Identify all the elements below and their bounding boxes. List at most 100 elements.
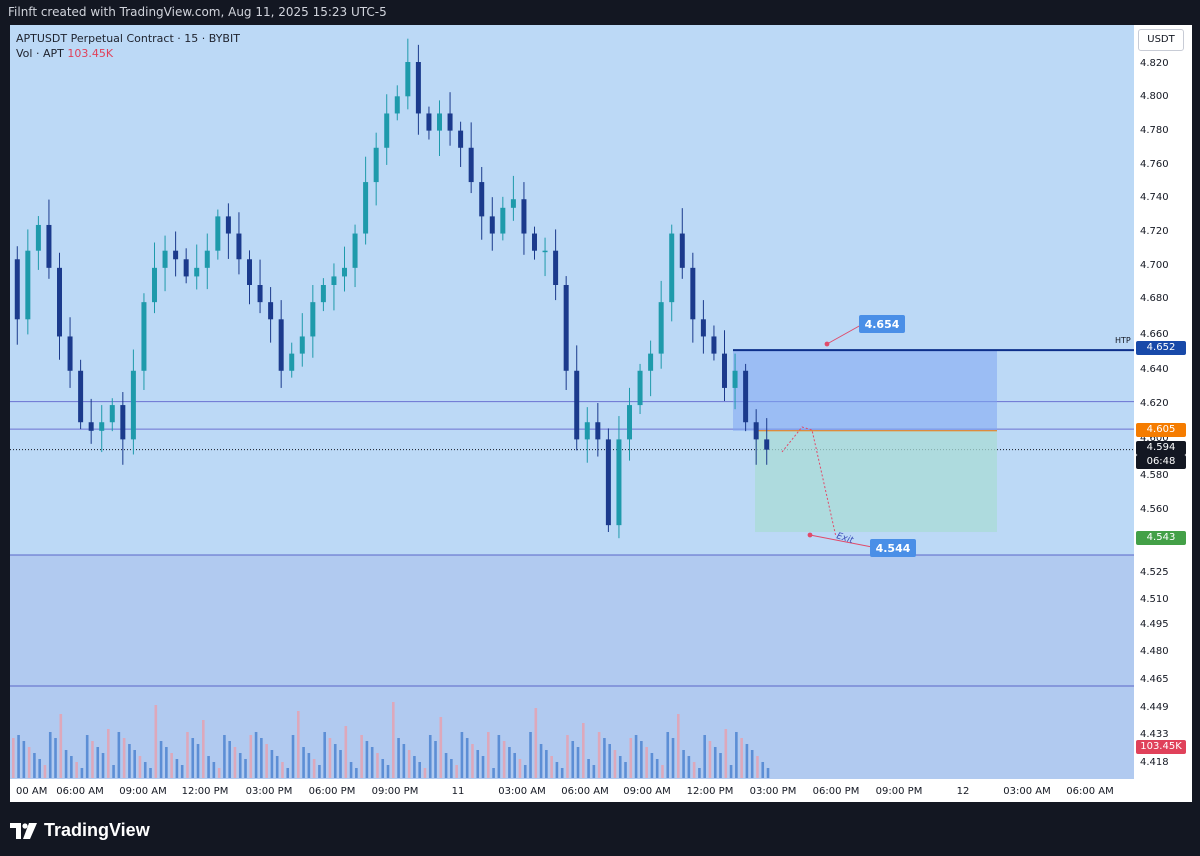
time-tick: 03:00 AM: [498, 786, 545, 797]
candle: [384, 94, 390, 165]
candle-body: [669, 233, 675, 303]
axis-corner: [1134, 779, 1192, 802]
candle: [658, 280, 664, 369]
candle-body: [278, 319, 284, 371]
time-tick: 09:00 PM: [876, 786, 923, 797]
stop-price-label: 4.543: [1136, 531, 1186, 545]
chart-plot-area[interactable]: 4.654 4.544 Exit HTP APTUSDT Perpetual Cont…: [10, 25, 1134, 779]
price-tick: 4.433: [1140, 729, 1169, 740]
volume-bar: [624, 762, 627, 778]
volume-bar: [159, 741, 163, 778]
volume-bar: [655, 759, 659, 778]
chart-svg[interactable]: 4.654 4.544 Exit HTP: [10, 25, 1134, 779]
volume-bar: [96, 747, 100, 778]
volume-bar: [12, 738, 15, 778]
volume-bar: [423, 768, 427, 778]
price-tick: 4.780: [1140, 125, 1169, 136]
volume-bar: [740, 738, 743, 778]
candle: [753, 409, 759, 465]
volume-bar: [228, 741, 231, 778]
candle-body: [299, 336, 305, 354]
volume-bar: [370, 747, 374, 778]
time-tick: 06:00 PM: [309, 786, 356, 797]
volume-bar: [597, 732, 601, 778]
volume-bar: [719, 753, 722, 778]
volume-bar: [555, 762, 559, 778]
price-tick: 4.820: [1140, 58, 1169, 69]
candle: [236, 212, 242, 275]
volume-bar: [529, 732, 532, 778]
volume-bar: [687, 756, 691, 778]
volume-bar: [692, 762, 696, 778]
time-tick: 12:00 PM: [182, 786, 229, 797]
volume-bar: [22, 741, 26, 778]
price-axis-svg: 4.820 4.800 4.780 4.760 4.740 4.720 4.700 4.680…: [1140, 58, 1169, 768]
volume-bar: [376, 753, 379, 778]
volume-bar: [402, 744, 406, 778]
candle-body: [14, 259, 20, 320]
time-tick: 03:00 PM: [750, 786, 797, 797]
symbol-line[interactable]: APTUSDT Perpetual Contract · 15 · BYBIT: [16, 32, 240, 45]
tradingview-logo-icon: [10, 822, 37, 839]
candle-body: [605, 439, 611, 526]
candle-body: [331, 276, 337, 285]
volume-bar: [539, 744, 543, 778]
candle: [616, 416, 622, 539]
callout-bottom-text: 4.544: [876, 542, 911, 555]
candle: [352, 224, 358, 288]
tradingview-logo[interactable]: TradingView: [10, 820, 150, 841]
currency-button[interactable]: USDT: [1138, 29, 1184, 51]
volume-bar: [355, 768, 358, 778]
volume-bar: [407, 750, 411, 778]
volume-bar: [286, 768, 290, 778]
candle-body: [542, 250, 548, 253]
volume-bar: [418, 762, 421, 778]
time-tick: 12:00 PM: [687, 786, 734, 797]
price-tick: 4.700: [1140, 260, 1169, 271]
volume-bar: [698, 768, 701, 778]
candle-body: [320, 285, 326, 303]
candle-body: [394, 96, 400, 114]
time-tick: 09:00 PM: [372, 786, 419, 797]
callout-bottom-dot: [807, 532, 813, 538]
candle: [468, 122, 474, 194]
volume-line[interactable]: Vol · APT 103.45K: [16, 46, 240, 61]
candle: [700, 300, 706, 354]
volume-bar: [43, 765, 47, 778]
candle-body: [204, 250, 210, 268]
candle-body: [78, 370, 84, 423]
candle-body: [215, 216, 221, 251]
volume-bar: [149, 768, 152, 778]
volume-bar: [260, 738, 263, 778]
volume-value: 103.45K: [67, 47, 114, 60]
price-axis[interactable]: 4.820 4.800 4.780 4.760 4.740 4.720 4.700 4.680…: [1134, 25, 1192, 779]
candle-body: [510, 199, 516, 208]
candle: [479, 166, 485, 240]
time-axis[interactable]: 00 AM 06:00 AM 09:00 AM 12:00 PM 03:00 PM 06:…: [10, 779, 1134, 802]
price-tick: 4.640: [1140, 364, 1169, 375]
volume-bar: [318, 765, 321, 778]
htp-price-label: 4.652: [1136, 341, 1186, 355]
candle: [637, 363, 643, 414]
volume-bar: [428, 735, 432, 778]
candle: [711, 325, 717, 361]
candle: [743, 363, 749, 432]
candle: [489, 197, 495, 251]
candle: [130, 349, 136, 455]
candle-body: [373, 147, 379, 183]
volume-bar: [661, 765, 664, 778]
volume-bar: [455, 765, 458, 778]
volume-bar: [460, 732, 464, 778]
volume-bar: [143, 762, 147, 778]
candle-body: [99, 422, 105, 431]
candle: [278, 300, 284, 388]
candle-body: [415, 62, 421, 114]
candle: [500, 196, 506, 241]
volume-bar: [677, 714, 680, 778]
volume-bar: [339, 750, 342, 778]
volume-bar: [59, 714, 63, 778]
candle-body: [352, 233, 358, 268]
candle: [225, 203, 231, 259]
volume-bar: [70, 756, 73, 778]
candle-body: [183, 259, 189, 277]
